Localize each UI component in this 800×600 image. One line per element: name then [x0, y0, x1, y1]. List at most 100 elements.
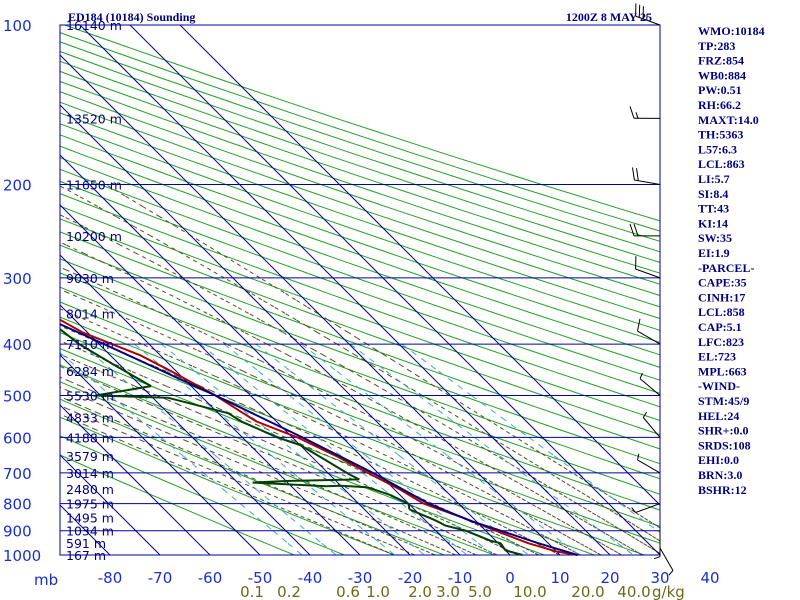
- height-label: 4188 m: [66, 430, 114, 445]
- height-label: 10200 m: [66, 229, 122, 244]
- mixing-ratio-label: 1.0: [366, 583, 390, 600]
- dry-adiabat: [59, 301, 661, 527]
- height-label: 3014 m: [66, 466, 114, 481]
- height-label: 167 m: [66, 548, 106, 563]
- wind-barb: [629, 223, 661, 237]
- index-line: LCL:858: [698, 305, 745, 319]
- index-panel: WMO:10184TP:283FRZ:854WB0:884PW:0.51RH:6…: [698, 24, 765, 497]
- dry-adiabat: [59, 123, 661, 331]
- index-line: BRN:3.0: [698, 468, 742, 482]
- pressure-tick-label: 100: [3, 17, 32, 35]
- dry-adiabat: [59, 112, 661, 319]
- temperature-tick-labels: -80 -70 -60 -50 -40 -30 -20 -10 0 10 20 30 40: [98, 569, 720, 587]
- dry-adiabat: [59, 180, 661, 394]
- wind-barb: [629, 106, 661, 119]
- isotherm: [59, 54, 561, 556]
- height-label: 7110 m: [66, 337, 114, 352]
- wind-barb: [639, 372, 661, 396]
- mixing-ratio-label: 3.0: [436, 583, 460, 600]
- mixing-ratio-label: 0.6: [336, 583, 360, 600]
- index-line: WMO:10184: [698, 24, 765, 38]
- dry-adiabat: [59, 81, 661, 285]
- isotherm: [59, 304, 311, 556]
- dry-adiabat: [59, 41, 661, 242]
- mixing-ratio-label: 20.0: [571, 583, 604, 600]
- dry-adiabats: [59, 24, 661, 556]
- index-line: LFC:823: [698, 335, 744, 349]
- plot-border: [59, 24, 661, 556]
- height-label: 13520 m: [66, 111, 122, 126]
- wind-barb: [635, 256, 661, 279]
- temperature-tick-label: 0: [505, 569, 515, 587]
- height-label: 1495 m: [66, 511, 114, 526]
- temperature-tick-label: 30: [650, 569, 669, 587]
- pressure-tick-label: 800: [3, 496, 32, 514]
- mixing-ratio-label: 2.0: [408, 583, 432, 600]
- index-line: -WIND-: [698, 379, 740, 393]
- height-label: 6284 m: [66, 364, 114, 379]
- time-label: 1200Z 8 MAY 25: [566, 10, 652, 24]
- isotherm: [59, 254, 361, 556]
- mixing-ratio-lines: [59, 343, 661, 556]
- dry-adiabat: [59, 364, 545, 556]
- height-label: 591 m: [66, 536, 106, 551]
- index-line: CAPE:35: [698, 276, 747, 290]
- station-title: ED184 (10184) Sounding: [68, 10, 195, 24]
- mixing-ratio-line: [349, 343, 634, 556]
- index-line: CAP:5.1: [698, 320, 742, 334]
- index-line: EL:723: [698, 350, 736, 364]
- temperature-tick-label: 20: [600, 569, 619, 587]
- index-line: L57:6.3: [698, 142, 737, 156]
- index-line: STM:45/9: [698, 394, 749, 408]
- pressure-tick-label: 700: [3, 465, 32, 483]
- height-label: 3579 m: [66, 449, 114, 464]
- mixing-ratio-line: [223, 343, 494, 556]
- dry-adiabat: [59, 32, 661, 232]
- sounding-series: [59, 318, 578, 556]
- dry-adiabat: [59, 101, 661, 308]
- dewpoint-line: [59, 328, 523, 556]
- dry-adiabat: [59, 286, 661, 511]
- wind-barb: [659, 547, 674, 576]
- dry-adiabat: [59, 134, 661, 343]
- isotherm: [59, 354, 261, 556]
- index-line: HEL:24: [698, 409, 739, 423]
- index-line: TT:43: [698, 202, 729, 216]
- dry-adiabat: [59, 435, 345, 556]
- wind-barbs: [629, 3, 674, 576]
- height-label: 1034 m: [66, 524, 114, 539]
- index-line: TP:283: [698, 39, 735, 53]
- index-line: FRZ:854: [698, 54, 744, 68]
- pressure-tick-label: 400: [3, 336, 32, 354]
- wind-barb: [631, 503, 661, 513]
- height-label: 9030 m: [66, 271, 114, 286]
- index-line: CINH:17: [698, 290, 745, 304]
- isotherms: [59, 24, 661, 556]
- height-label: 1975 m: [66, 497, 114, 512]
- isotherm: [59, 154, 461, 556]
- index-line: SRDS:108: [698, 438, 751, 452]
- index-line: SHR+:0.0: [698, 424, 749, 438]
- isotherm: [79, 24, 611, 556]
- pressure-tick-label: 600: [3, 429, 32, 447]
- index-line: TH:5363: [698, 128, 743, 142]
- index-line: MPL:663: [698, 364, 747, 378]
- pressure-tick-labels: 100 200 300 400 500 600 700 800 900 1000: [3, 17, 41, 565]
- dry-adiabat: [59, 272, 661, 495]
- moist-adiabat: [59, 376, 477, 556]
- mixing-ratio-unit: g/kg: [652, 583, 685, 600]
- index-line: LCL:863: [698, 157, 745, 171]
- height-label: 8014 m: [66, 306, 114, 321]
- mixing-ratio-label: 0.1: [240, 583, 264, 600]
- wind-barb: [637, 318, 661, 345]
- index-line: -PARCEL-: [698, 261, 754, 275]
- dry-adiabat: [59, 145, 661, 356]
- index-line: EHI:0.0: [698, 453, 739, 467]
- index-line: MAXT:14.0: [698, 113, 759, 127]
- dry-adiabat: [59, 91, 661, 296]
- mixing-ratio-line: [401, 343, 661, 533]
- dry-adiabat: [59, 332, 645, 556]
- temperature-tick-label: -60: [198, 569, 223, 587]
- dry-adiabat: [59, 316, 661, 544]
